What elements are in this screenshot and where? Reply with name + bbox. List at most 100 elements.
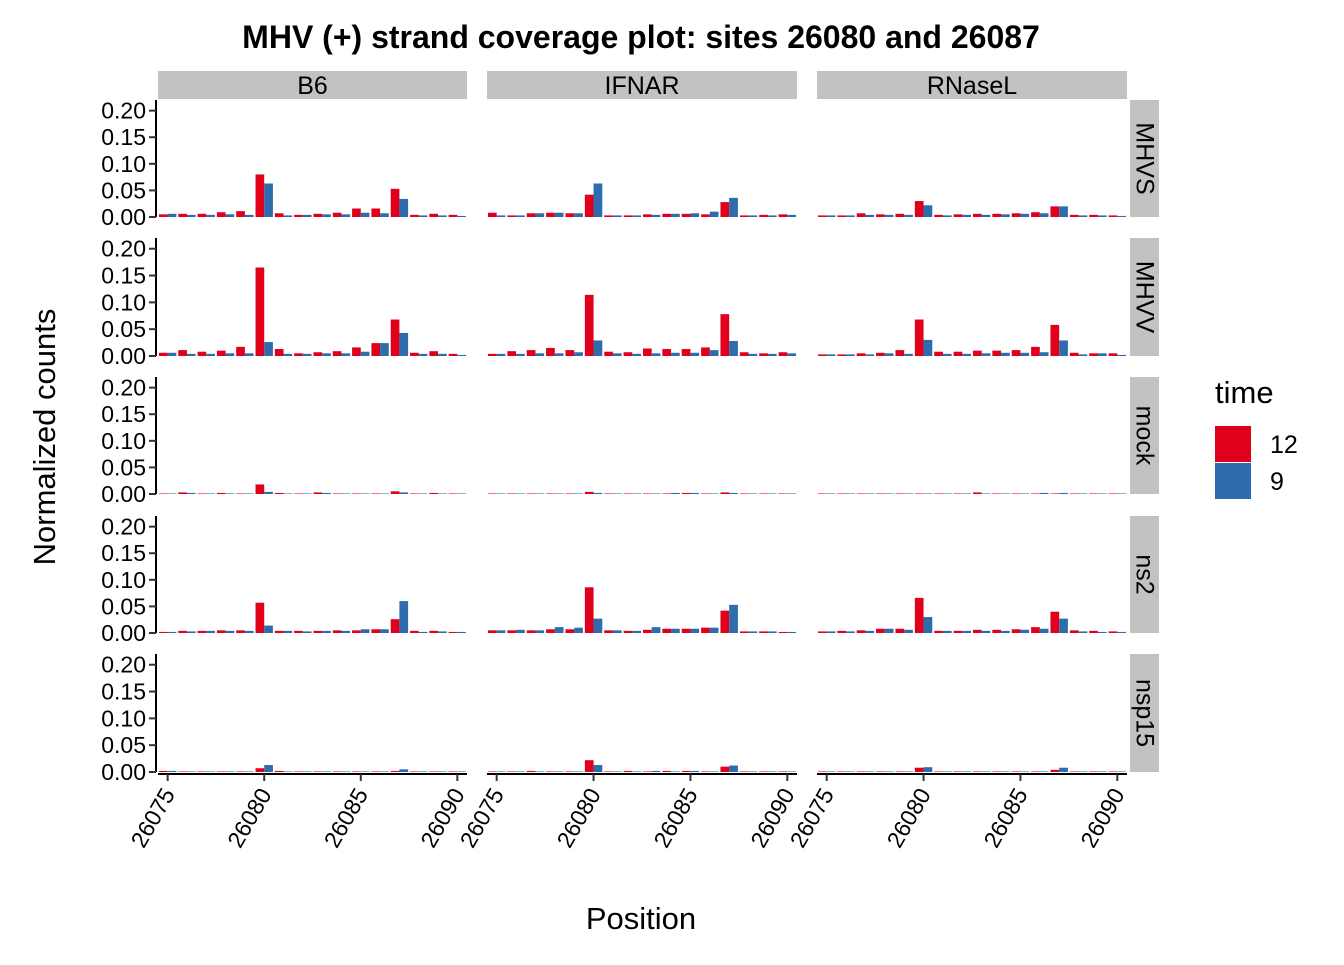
- bar-9-26080: [264, 342, 273, 356]
- bar-9-26087: [729, 492, 738, 494]
- bar-9-26080: [923, 617, 933, 633]
- bar-9-26085: [1020, 771, 1030, 772]
- bar-12-26076: [178, 771, 187, 772]
- bar-9-26078: [554, 493, 564, 494]
- bar-9-26089: [767, 493, 777, 494]
- bar-9-26088: [1078, 354, 1088, 356]
- bar-12-26079: [895, 771, 905, 772]
- bar-9-26086: [380, 771, 389, 772]
- panel-ifnar-mhvv: [487, 294, 797, 356]
- bar-12-26081: [934, 351, 943, 356]
- bar-9-26086: [709, 627, 719, 633]
- bar-12-26084: [662, 493, 672, 494]
- bar-12-26081: [604, 215, 613, 217]
- bar-12-26084: [332, 351, 342, 356]
- bar-12-26075: [487, 493, 497, 494]
- bar-12-26077: [856, 493, 866, 494]
- bar-12-26076: [507, 630, 517, 633]
- bar-12-26082: [294, 630, 303, 633]
- bar-12-26076: [507, 351, 517, 356]
- bar-12-26087: [720, 314, 730, 356]
- bar-9-26087: [1059, 618, 1068, 633]
- bar-12-26083: [642, 493, 652, 494]
- bar-9-26081: [612, 493, 622, 494]
- bar-12-26084: [332, 493, 342, 494]
- y-tick-label: 0.20: [101, 236, 146, 262]
- bar-9-26087: [1059, 767, 1068, 772]
- strip-label-ns2: ns2: [1131, 554, 1159, 594]
- bar-9-26078: [225, 493, 235, 494]
- bar-12-26078: [876, 771, 885, 772]
- bar-12-26085: [1011, 213, 1021, 217]
- bar-9-26084: [341, 353, 351, 356]
- panel-rnasel-nsp15: 26075 26080 26085 26090: [785, 767, 1130, 852]
- bar-9-26085: [360, 212, 370, 217]
- bar-9-26084: [671, 352, 680, 356]
- bar-12-26080: [255, 174, 265, 217]
- bar-12-26087: [1050, 769, 1060, 772]
- bar-9-26077: [535, 493, 545, 494]
- bar-12-26084: [662, 349, 672, 356]
- bar-12-26085: [681, 770, 691, 772]
- bar-12-26088: [739, 493, 749, 494]
- panel-ifnar-mock: [487, 491, 797, 494]
- bar-12-26090: [448, 631, 458, 633]
- y-axis-title: Normalized counts: [27, 309, 62, 566]
- bar-12-26077: [197, 630, 207, 633]
- bar-12-26082: [294, 771, 303, 772]
- bar-9-26085: [1020, 213, 1030, 217]
- bar-9-26089: [1097, 353, 1107, 356]
- chart-title: MHV (+) strand coverage plot: sites 2608…: [242, 19, 1040, 55]
- bar-9-26087: [399, 198, 409, 217]
- bar-12-26081: [604, 493, 613, 494]
- bar-9-26075: [496, 771, 506, 772]
- bar-12-26086: [371, 343, 381, 356]
- bar-9-26084: [1001, 771, 1010, 772]
- y-tick-label: 0.10: [101, 289, 146, 315]
- bar-12-26078: [546, 493, 555, 494]
- bar-9-26080: [264, 183, 273, 217]
- y-tick-label: 0.15: [101, 401, 146, 427]
- bar-12-26081: [934, 493, 943, 494]
- bar-12-26086: [1031, 493, 1040, 494]
- bar-9-26084: [671, 213, 680, 217]
- bar-12-26079: [236, 493, 245, 494]
- panel-b6-mock: 0.000.050.100.150.20: [101, 375, 467, 507]
- bar-12-26082: [623, 215, 633, 217]
- bar-9-26077: [865, 354, 875, 356]
- bar-12-26083: [972, 492, 982, 494]
- bar-9-26086: [380, 629, 389, 633]
- strip-label-rnasel: RNaseL: [927, 72, 1017, 100]
- bar-9-26079: [574, 493, 583, 494]
- bar-9-26075: [826, 215, 836, 217]
- bar-9-26078: [884, 493, 894, 494]
- bar-12-26079: [565, 493, 575, 494]
- bar-12-26081: [604, 351, 613, 356]
- bar-12-26086: [701, 493, 710, 494]
- bar-12-26086: [371, 493, 381, 494]
- bar-12-26075: [817, 771, 827, 772]
- bar-12-26080: [255, 602, 265, 633]
- y-tick-label: 0.05: [101, 177, 146, 203]
- bar-9-26082: [632, 493, 642, 494]
- bar-9-26083: [322, 630, 331, 633]
- bar-9-26076: [186, 353, 196, 356]
- bar-12-26087: [390, 491, 400, 494]
- bar-9-26077: [865, 771, 875, 772]
- legend-key-12: [1215, 426, 1251, 462]
- bar-12-26087: [1050, 493, 1060, 494]
- bar-12-26088: [1069, 352, 1079, 356]
- bar-12-26076: [178, 350, 187, 356]
- bar-9-26085: [690, 213, 700, 217]
- bar-9-26077: [206, 493, 215, 494]
- bar-9-26079: [244, 353, 254, 356]
- bar-12-26089: [429, 213, 439, 217]
- strip-row-mhvs: [1130, 100, 1159, 217]
- bar-9-26076: [516, 215, 525, 217]
- bar-9-26075: [167, 493, 177, 494]
- bar-9-26083: [651, 214, 661, 217]
- strip-col-ifnar: [487, 71, 797, 99]
- bar-12-26082: [623, 770, 633, 772]
- bar-12-26085: [352, 630, 361, 633]
